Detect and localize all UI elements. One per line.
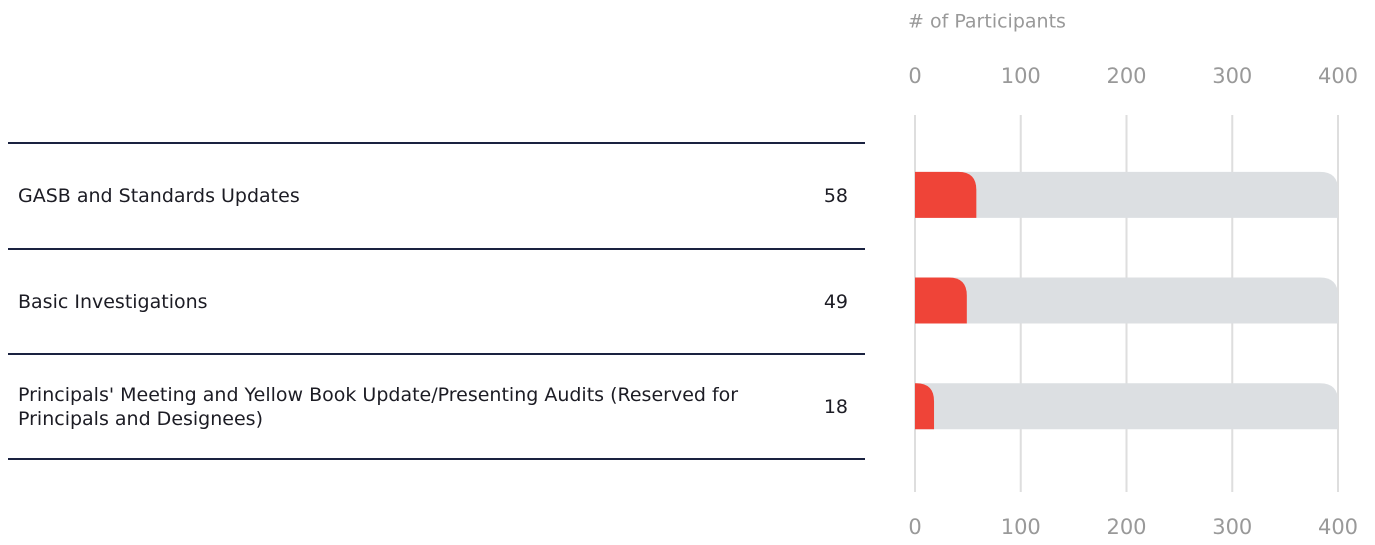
bar-track: [915, 171, 1338, 218]
table-row: Principals' Meeting and Yellow Book Upda…: [8, 353, 865, 459]
bar-track: [915, 383, 1338, 430]
x-tick-label: 400: [1318, 64, 1358, 88]
x-tick-label: 200: [1106, 515, 1146, 539]
x-tick-label: 0: [908, 64, 921, 88]
row-label: GASB and Standards Updates: [18, 184, 300, 207]
row-value: 49: [823, 290, 848, 313]
x-tick-label: 400: [1318, 515, 1358, 539]
x-tick-label: 100: [1001, 64, 1041, 88]
bar: [915, 383, 935, 430]
row-label: Principals' Meeting and Yellow Book Upda…: [18, 384, 739, 431]
row-value: 18: [823, 396, 848, 419]
x-tick-label: 300: [1212, 64, 1252, 88]
axis-title: # of Participants: [908, 11, 1066, 33]
table-row: GASB and Standards Updates 58: [8, 142, 865, 248]
row-value: 58: [823, 184, 848, 207]
x-tick-label: 0: [908, 515, 921, 539]
x-tick-label: 200: [1106, 64, 1146, 88]
table-rule: [8, 458, 865, 460]
bar: [915, 171, 977, 218]
bar: [915, 277, 967, 324]
table-row: Basic Investigations 49: [8, 247, 865, 354]
row-label: Basic Investigations: [18, 290, 208, 313]
x-tick-label: 300: [1212, 515, 1252, 539]
bar-track: [915, 277, 1338, 324]
x-tick-label: 100: [1001, 515, 1041, 539]
